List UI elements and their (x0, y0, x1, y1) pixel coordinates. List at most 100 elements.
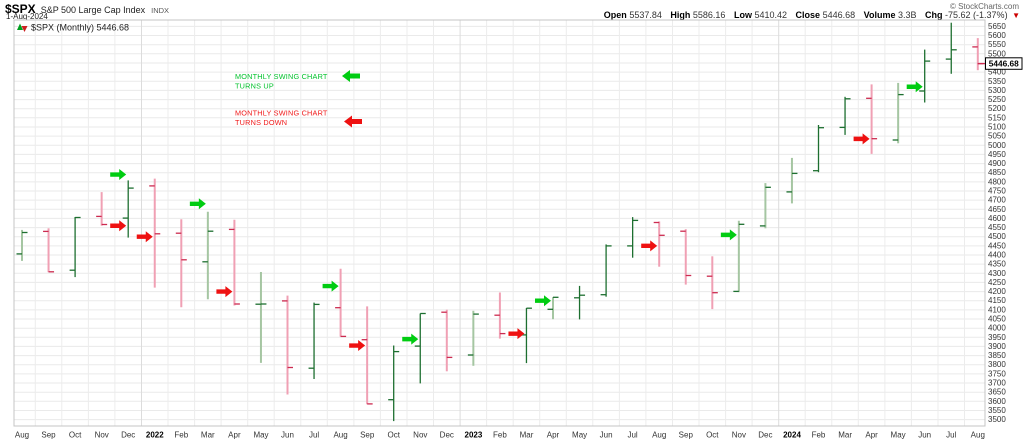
y-axis-label: 5600 (988, 31, 1006, 40)
y-axis-label: 4250 (988, 278, 1006, 287)
swing-up-arrow (402, 333, 419, 345)
x-axis-label: Mar (520, 431, 534, 440)
y-axis-label: 3500 (988, 415, 1006, 424)
copyright: © StockCharts.com (949, 2, 1019, 11)
symbol: $SPX (5, 2, 36, 16)
up-down-arrows-icon (21, 26, 28, 32)
x-axis-label: Sep (679, 431, 694, 440)
x-axis-label: Oct (69, 431, 82, 440)
x-axis-label: Nov (95, 431, 109, 440)
header-title-row: $SPX S&P 500 Large Cap Index INDX (5, 0, 169, 18)
x-axis-label: Nov (732, 431, 746, 440)
x-axis-label: 2022 (146, 431, 164, 440)
swing-down-arrow (508, 328, 525, 340)
y-axis-label: 5500 (988, 49, 1006, 58)
y-axis-label: 5350 (988, 77, 1006, 86)
y-axis-label: 4900 (988, 159, 1006, 168)
y-axis-label: 4050 (988, 315, 1006, 324)
y-axis-label: 4500 (988, 232, 1006, 241)
x-axis-label: 2023 (465, 431, 483, 440)
y-axis-label: 3950 (988, 333, 1006, 342)
x-axis-label: Feb (174, 431, 188, 440)
x-axis-label: Feb (493, 431, 507, 440)
quote-bar: Open 5537.84 High 5586.16 Low 5410.42 Cl… (604, 10, 1020, 20)
y-axis-label: 3650 (988, 388, 1006, 397)
close-label: Close (795, 10, 821, 20)
x-axis-label: Dec (758, 431, 772, 440)
chart-title-label: $SPX (Monthly) 5446.68 (31, 23, 129, 33)
swing-up-arrow (110, 169, 127, 181)
y-axis-label: 4850 (988, 168, 1006, 177)
x-axis-label: Apr (228, 431, 241, 440)
x-axis-label: Sep (41, 431, 56, 440)
y-axis-label: 4300 (988, 269, 1006, 278)
y-axis-label: 5650 (988, 22, 1006, 31)
swing-down-arrow (216, 286, 233, 298)
y-axis-label: 4650 (988, 205, 1006, 214)
y-axis-label: 5400 (988, 68, 1006, 77)
chg-label: Chg (925, 10, 943, 20)
exchange-label: INDX (151, 6, 170, 15)
y-axis-label: 5100 (988, 123, 1006, 132)
y-axis-label: 3700 (988, 379, 1006, 388)
x-axis-label: Jul (946, 431, 956, 440)
x-axis-label: Aug (333, 431, 347, 440)
chg-dropdown-icon[interactable]: ▼ (1012, 11, 1020, 20)
legend-down-arrow (344, 115, 362, 128)
y-axis-label: 5450 (988, 59, 1006, 68)
annotation-turn-down-line1: MONTHLY SWING CHART (235, 109, 328, 118)
high-value: 5586.16 (692, 10, 726, 20)
x-axis-label: Aug (15, 431, 29, 440)
y-axis-label: 4350 (988, 260, 1006, 269)
x-axis-label: May (572, 431, 587, 440)
volume-label: Volume (863, 10, 896, 20)
y-axis-label: 4400 (988, 251, 1006, 260)
x-axis-label: Mar (201, 431, 215, 440)
y-axis-label: 3550 (988, 406, 1006, 415)
y-axis-label: 5150 (988, 113, 1006, 122)
x-axis-label: Aug (652, 431, 666, 440)
close-value: 5446.68 (822, 10, 856, 20)
y-axis-label: 3600 (988, 397, 1006, 406)
legend-up-arrow (342, 70, 360, 82)
chart-date: 1-Aug-2024 (6, 12, 48, 21)
x-axis-label: Oct (387, 431, 400, 440)
swing-down-arrow (110, 220, 127, 232)
annotation-turn-down-line2: TURNS DOWN (235, 118, 287, 127)
swing-up-arrow (906, 81, 923, 93)
open-value: 5537.84 (629, 10, 662, 20)
y-axis-label: 3750 (988, 369, 1006, 378)
low-value: 5410.42 (754, 10, 788, 20)
x-axis-label: Dec (440, 431, 454, 440)
y-axis-label: 4550 (988, 223, 1006, 232)
x-axis-label: Dec (121, 431, 135, 440)
chg-value: -75.62 (-1.37%) (945, 10, 1008, 20)
y-axis-label: 4100 (988, 305, 1006, 314)
swing-up-arrow (720, 229, 737, 241)
y-axis-label: 5050 (988, 132, 1006, 141)
plot-border (13, 19, 986, 427)
swing-up-arrow (322, 280, 339, 292)
y-axis-label: 4700 (988, 196, 1006, 205)
last-price-value: 5446.68 (989, 58, 1019, 68)
x-axis-label: Mar (838, 431, 852, 440)
last-price-box (985, 57, 1023, 70)
y-axis-label: 4000 (988, 324, 1006, 333)
annotation-turn-up-line2: TURNS UP (235, 82, 274, 91)
x-axis-label: Jul (627, 431, 637, 440)
y-axis-label: 4150 (988, 296, 1006, 305)
volume-value: 3.3B (897, 10, 917, 20)
swing-down-arrow (641, 240, 658, 252)
x-axis-label: Jun (281, 431, 294, 440)
x-axis-label: Aug (971, 431, 985, 440)
y-axis-label: 4750 (988, 187, 1006, 196)
annotation-turn-up-line1: MONTHLY SWING CHART (235, 72, 328, 81)
swing-down-arrow (853, 133, 870, 145)
x-axis-label: Jun (918, 431, 931, 440)
x-axis-label: Sep (360, 431, 375, 440)
x-axis-label: Nov (413, 431, 427, 440)
high-label: High (670, 10, 691, 20)
open-label: Open (603, 10, 627, 20)
